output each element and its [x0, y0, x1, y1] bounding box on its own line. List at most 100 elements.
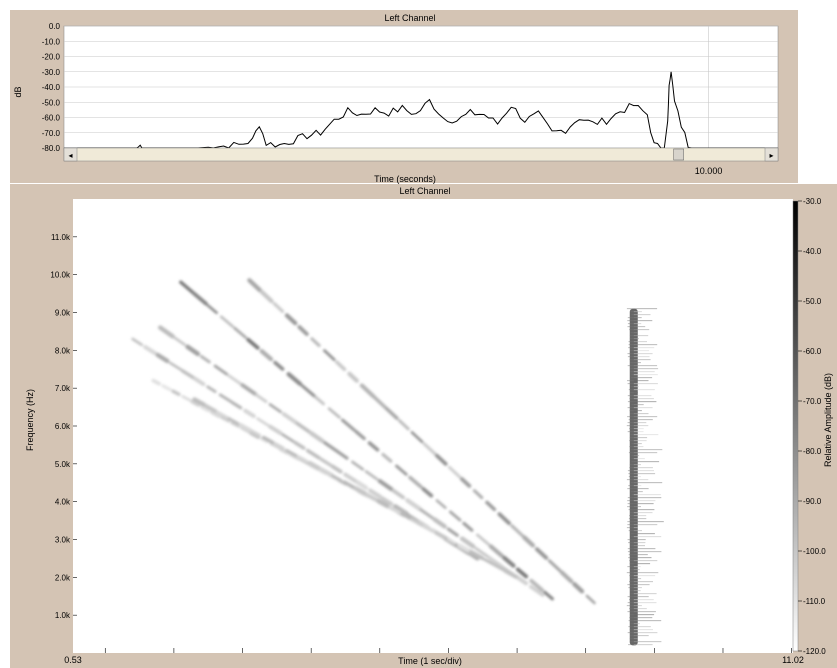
spectrogram-streak-segment [161, 384, 172, 392]
spectrogram-streak-segment [547, 559, 562, 573]
chevron-right-icon: ▸ [769, 151, 773, 160]
spectrogram-streak-segment [268, 424, 283, 436]
spectrogram-streak-segment [435, 453, 448, 466]
spectrogram-streak-segment [528, 584, 545, 597]
spectrogram-streak-segment [218, 393, 234, 404]
spectrogram-streak-segment [522, 535, 536, 548]
spectrogram-streak-segment [446, 527, 459, 537]
spectrogram-streak-segment [372, 395, 388, 410]
waveform-y-tick-label: -60.0 [42, 114, 61, 123]
spectrogram-streak-segment [190, 399, 201, 407]
time-scrollbar[interactable]: ◂ ▸ [63, 147, 779, 162]
waveform-y-label: dB [13, 86, 23, 97]
spectrogram-streak-segment [487, 556, 504, 568]
spectrogram-streak-segment [155, 352, 170, 364]
spectrogram-streak-segment [351, 460, 365, 471]
colorbar-tick-label: -40.0 [803, 247, 822, 256]
spectrogram-streak-segment [406, 513, 420, 523]
spectrogram-streak-segment [421, 487, 434, 498]
spectrogram-streak-segment [300, 384, 317, 398]
spectrogram-streak-segment [343, 472, 359, 484]
spectrogram-streak-segment [179, 280, 195, 295]
colorbar-ticks: -30.0 -40.0 -50.0 -60.0 -70.0 -80.0 -90.0 -100.… [798, 197, 826, 656]
spectrogram-streak-segment [227, 417, 241, 426]
spectrogram-streak-segment [419, 508, 435, 520]
spectrogram-streak-segment [354, 429, 366, 441]
spectrogram-streak-segment [481, 556, 495, 566]
spectrogram-streak-segment [297, 325, 309, 336]
colorbar-tick-label: -110.0 [803, 597, 826, 606]
spectrogram-streak-segment [285, 448, 299, 458]
waveform-y-tick-label: -80.0 [42, 144, 61, 153]
spectrogram-streak-segment [385, 407, 399, 420]
spectrogram-streak-segment [131, 337, 143, 347]
spectrogram-streak-segment [510, 524, 525, 538]
spectrogram-y-tick-label: 8.0k [55, 346, 71, 355]
spectrogram-streak-segment [459, 477, 472, 488]
spectrogram-streak-segment [400, 512, 411, 520]
spectrogram-streak-segment [502, 555, 516, 568]
spectrogram-y-tick-label: 4.0k [55, 498, 71, 507]
spectrogram-streak-segment [295, 421, 312, 434]
spectrogram-x-max-label: 11.02 [782, 655, 804, 665]
spectrogram-streak-segment [259, 289, 274, 304]
spectrogram-streak-segment [472, 489, 484, 500]
spectrogram-streak-segment [230, 421, 240, 428]
spectrogram-y-tick-label: 1.0k [55, 611, 71, 620]
spectrogram-streak-segment [476, 533, 490, 546]
spectrogram-streak-segment [281, 433, 295, 443]
spectrogram-streak-segment [534, 547, 549, 560]
spectrogram-streak-segment [435, 499, 447, 510]
waveform-y-tick-label: 0.0 [49, 22, 61, 31]
spectrogram-y-tick-label: 6.0k [55, 422, 71, 431]
spectrogram-streak-segment [314, 395, 325, 406]
spectrogram-streak-segment [448, 510, 462, 522]
spectrogram-streak-segment [286, 372, 303, 386]
spectrogram-streak-segment [364, 470, 379, 481]
spectrogram-streak-segment [462, 521, 474, 532]
spectrogram-streak-segment [376, 498, 390, 508]
spectrogram-streak-segment [459, 536, 476, 549]
spectrogram-streak-segment [392, 504, 409, 516]
spectrogram-streak-segment [497, 512, 511, 525]
scroll-right-button[interactable] [764, 147, 779, 162]
spectrogram-streak-segment [485, 500, 497, 512]
spectrogram-streak-segment [157, 325, 175, 339]
scroll-thumb[interactable] [673, 148, 684, 161]
colorbar-tick-label: -120.0 [803, 647, 826, 656]
spectrogram-streak-segment [293, 440, 306, 450]
scroll-left-button[interactable] [63, 147, 78, 162]
spectrogram-streak-segment [309, 431, 325, 444]
spectrogram-streak-segment [227, 374, 243, 386]
spectrogram-y-tick-label: 5.0k [55, 460, 71, 469]
spectrogram-streak-segment [515, 567, 529, 579]
spectrogram-streak-segment [199, 354, 211, 364]
colorbar-tick-label: -50.0 [803, 297, 822, 306]
waveform-x-label: Time (seconds) [374, 174, 436, 184]
spectrogram-streak-segment [543, 590, 554, 601]
spectrogram-streak-segment [355, 480, 369, 490]
colorbar-tick-label: -100.0 [803, 547, 826, 556]
spectrogram-streak-segment [397, 419, 410, 431]
spectrogram-streak-segment [391, 488, 405, 500]
spectrogram-streak-segment [259, 437, 269, 444]
spectrogram-streak-segment [268, 403, 282, 414]
spectrogram-streak-segment [331, 474, 343, 482]
spectrogram-streak-segment [572, 582, 585, 594]
spectrogram-streak-segment [220, 416, 231, 423]
spectrogram-streak-segment [256, 417, 270, 427]
spectrogram-streak-segment [143, 345, 157, 355]
waveform-y-tick-label: -50.0 [42, 98, 61, 107]
spectrogram-y-tick-label: 9.0k [55, 309, 71, 318]
spectrogram-streak-segment [515, 575, 529, 586]
spectrogram-streak-segment [488, 544, 504, 558]
spectrogram-streak-segment [185, 344, 201, 357]
waveform-y-tick-label: -30.0 [42, 68, 61, 77]
spectrogram-burst [626, 308, 664, 646]
spectrogram-streak-segment [259, 348, 274, 362]
spectrogram-streak-segment [468, 549, 484, 560]
spectrogram-streak-segment [319, 467, 334, 478]
spectrogram-streak-segment [365, 492, 381, 503]
spectrogram-y-tick-label: 11.0k [51, 233, 71, 242]
